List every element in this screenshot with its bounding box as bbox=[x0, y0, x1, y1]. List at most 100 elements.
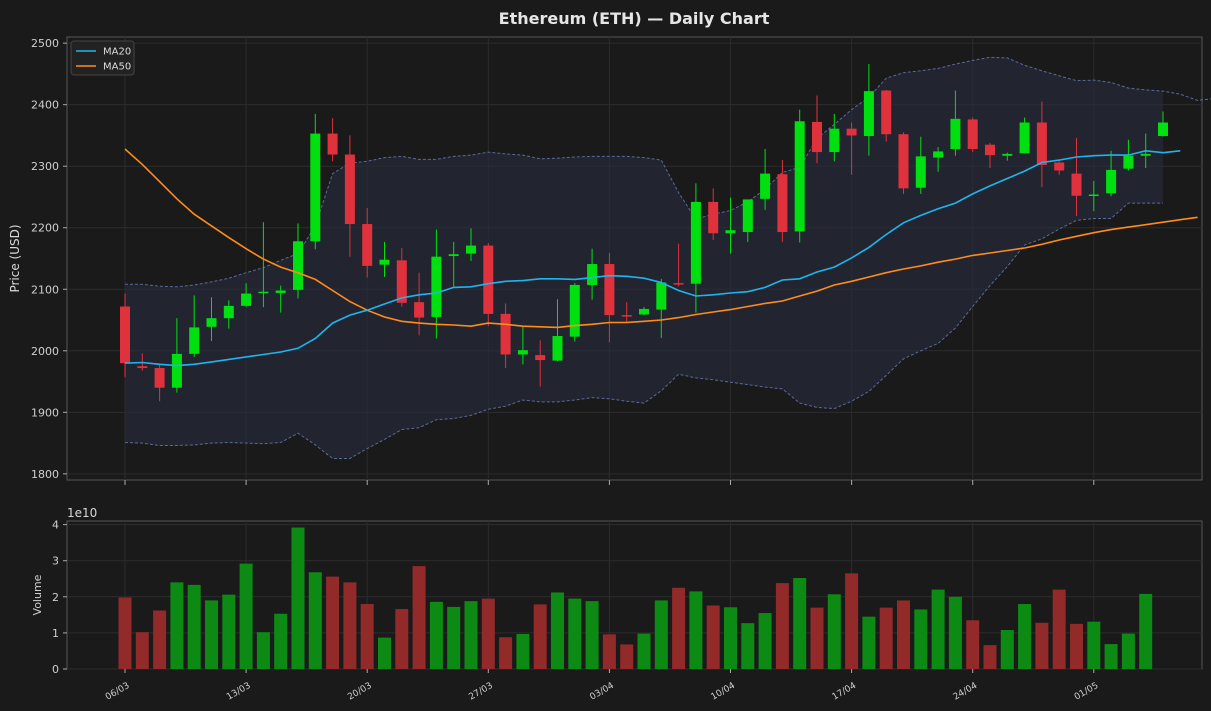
volume-bar-55 bbox=[1070, 623, 1083, 669]
candle-body-1 bbox=[137, 366, 148, 369]
candle-body-21 bbox=[483, 245, 494, 314]
candle-body-43 bbox=[863, 91, 874, 137]
volume-bar-56 bbox=[1087, 621, 1101, 669]
volume-scale-label: 1e10 bbox=[67, 506, 97, 520]
candle-body-2 bbox=[154, 368, 165, 388]
price-ytick-label-2400: 2400 bbox=[31, 99, 59, 112]
ma50-line bbox=[124, 148, 1198, 329]
volume-bar-32 bbox=[672, 587, 686, 669]
candle-body-28 bbox=[604, 264, 615, 316]
volume-bar-26 bbox=[568, 598, 582, 669]
volume-bar-39 bbox=[793, 578, 807, 669]
volume-bar-11 bbox=[308, 572, 322, 669]
candle-body-44 bbox=[881, 90, 892, 135]
volume-bar-33 bbox=[689, 591, 703, 669]
volume-ytick-label-0: 0 bbox=[52, 663, 59, 676]
volume-bar-3 bbox=[170, 582, 184, 669]
volume-bar-59 bbox=[1139, 593, 1153, 669]
candle-body-47 bbox=[933, 151, 944, 158]
volume-ytick-label-1: 1 bbox=[52, 627, 59, 640]
candle-body-31 bbox=[656, 282, 667, 310]
candle-body-11 bbox=[310, 133, 321, 242]
candle-body-16 bbox=[396, 260, 407, 303]
volume-bar-18 bbox=[429, 601, 443, 669]
xtick-label-3: 27/03 bbox=[467, 681, 494, 703]
volume-bar-13 bbox=[343, 582, 357, 669]
volume-bar-58 bbox=[1121, 633, 1135, 669]
candle-body-6 bbox=[223, 305, 234, 319]
volume-bar-6 bbox=[222, 594, 236, 669]
volume-bar-16 bbox=[395, 609, 409, 669]
volume-bar-53 bbox=[1035, 622, 1049, 669]
volume-ytick-label-2: 2 bbox=[52, 591, 59, 604]
candle-body-38 bbox=[777, 174, 788, 233]
price-ytick-label-2100: 2100 bbox=[31, 283, 59, 296]
candle-body-24 bbox=[535, 355, 546, 361]
volume-bar-46 bbox=[914, 609, 928, 669]
candle-body-22 bbox=[500, 313, 511, 355]
candle-body-54 bbox=[1054, 162, 1065, 171]
price-ytick-label-2300: 2300 bbox=[31, 160, 59, 173]
xtick-label-5: 10/04 bbox=[710, 681, 738, 703]
candle-body-41 bbox=[829, 128, 840, 153]
candle-body-29 bbox=[621, 315, 632, 317]
volume-bar-43 bbox=[862, 616, 876, 669]
volume-bar-10 bbox=[291, 527, 305, 669]
candle-body-45 bbox=[898, 134, 909, 189]
xtick-label-0: 06/03 bbox=[104, 681, 131, 703]
volume-bar-44 bbox=[879, 607, 893, 669]
volume-bar-29 bbox=[620, 644, 634, 669]
candle-body-17 bbox=[414, 302, 425, 318]
candle-body-56 bbox=[1088, 194, 1099, 197]
candle-body-40 bbox=[812, 121, 822, 153]
volume-bar-1 bbox=[135, 632, 149, 669]
candle-body-8 bbox=[258, 291, 269, 294]
xtick-label-2: 20/03 bbox=[346, 681, 373, 703]
volume-bar-49 bbox=[966, 620, 980, 669]
volume-bar-9 bbox=[274, 613, 288, 669]
volume-bar-30 bbox=[637, 633, 651, 669]
candle-body-50 bbox=[985, 144, 995, 156]
candle-body-48 bbox=[950, 118, 961, 149]
candle-body-5 bbox=[206, 318, 217, 327]
legend-label-ma20: MA20 bbox=[103, 47, 131, 58]
volume-bar-19 bbox=[447, 606, 461, 669]
candle-body-30 bbox=[639, 308, 649, 315]
candle-body-0 bbox=[120, 306, 130, 364]
candle-body-19 bbox=[448, 254, 459, 257]
candle-body-60 bbox=[1158, 122, 1168, 137]
candle-body-26 bbox=[569, 284, 580, 337]
volume-bar-38 bbox=[775, 583, 789, 669]
candle-body-34 bbox=[708, 201, 719, 234]
volume-bar-28 bbox=[602, 634, 616, 669]
volume-bar-27 bbox=[585, 601, 599, 669]
candle-body-58 bbox=[1123, 155, 1134, 169]
candle-body-46 bbox=[915, 156, 926, 188]
candle-body-59 bbox=[1140, 153, 1151, 156]
volume-bar-57 bbox=[1104, 644, 1118, 669]
volume-bar-50 bbox=[983, 645, 997, 669]
candle-body-9 bbox=[275, 290, 286, 293]
candle-body-37 bbox=[760, 173, 771, 199]
ma20-line bbox=[124, 149, 1181, 367]
volume-bar-20 bbox=[464, 601, 478, 669]
chart-title: Ethereum (ETH) — Daily Chart bbox=[499, 9, 770, 28]
volume-bar-5 bbox=[205, 600, 218, 669]
volume-bar-31 bbox=[654, 600, 668, 669]
volume-bar-15 bbox=[378, 637, 391, 669]
candle-body-20 bbox=[466, 245, 476, 254]
volume-bar-52 bbox=[1018, 604, 1032, 669]
volume-bar-47 bbox=[931, 589, 945, 669]
xtick-label-8: 01/05 bbox=[1073, 681, 1100, 703]
volume-bar-8 bbox=[256, 632, 270, 669]
candle-body-13 bbox=[344, 154, 355, 225]
candle-body-36 bbox=[742, 199, 753, 233]
candle-body-52 bbox=[1019, 122, 1030, 154]
volume-bar-0 bbox=[118, 597, 132, 669]
candle-body-42 bbox=[846, 128, 857, 136]
volume-bar-41 bbox=[827, 594, 841, 669]
volume-ytick-label-4: 4 bbox=[52, 519, 59, 532]
volume-bar-14 bbox=[360, 604, 374, 669]
candle-body-55 bbox=[1071, 173, 1082, 196]
